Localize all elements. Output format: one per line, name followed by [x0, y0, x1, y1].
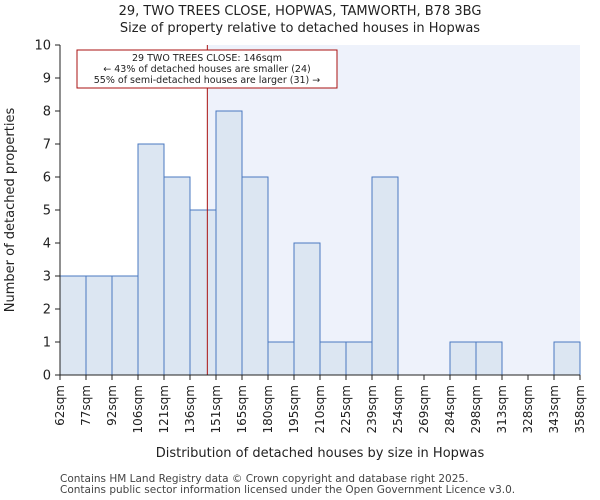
bar-62sqm: [59, 275, 87, 376]
bar-151sqm: [215, 110, 243, 376]
x-tick-label: 313sqm: [495, 385, 509, 433]
y-tick-label: 7: [43, 138, 51, 153]
x-tick-label: 358sqm: [573, 385, 587, 433]
x-tick-label: 239sqm: [365, 385, 379, 433]
x-tick-label: 254sqm: [391, 385, 405, 433]
y-tick-label: 8: [43, 105, 51, 120]
bar-239sqm: [371, 176, 399, 376]
y-tick-label: 4: [43, 237, 51, 252]
x-tick-label: 165sqm: [235, 385, 249, 433]
y-tick-label: 0: [43, 369, 51, 384]
x-tick-label: 151sqm: [209, 385, 223, 433]
bar-92sqm: [111, 275, 139, 376]
footer-copyright: Contains HM Land Registry data © Crown c…: [60, 473, 469, 485]
annotation-line-3: 55% of semi-detached houses are larger (…: [94, 75, 321, 86]
y-tick-label: 5: [43, 204, 51, 219]
bar-180sqm: [267, 341, 295, 376]
bar-343sqm: [553, 341, 581, 376]
bar-195sqm: [293, 242, 321, 376]
annotation-border: [76, 49, 338, 89]
x-tick-label: 284sqm: [443, 385, 457, 433]
bar-106sqm: [137, 143, 165, 376]
x-tick-label: 106sqm: [131, 385, 145, 433]
x-tick-label: 328sqm: [521, 385, 535, 433]
x-tick-label: 225sqm: [339, 385, 353, 433]
bar-77sqm: [85, 275, 113, 376]
bar-225sqm: [345, 341, 373, 376]
x-axis-label: Distribution of detached houses by size …: [156, 446, 485, 461]
annotation-line-1: 29 TWO TREES CLOSE: 146sqm: [132, 53, 282, 64]
chart-subtitle: Size of property relative to detached ho…: [119, 21, 481, 36]
bar-165sqm: [241, 176, 269, 376]
chart-title: 29, TWO TREES CLOSE, HOPWAS, TAMWORTH, B…: [118, 4, 482, 19]
bar-298sqm: [475, 341, 503, 376]
x-tick-label: 298sqm: [469, 385, 483, 433]
bar-210sqm: [319, 341, 347, 376]
x-tick-label: 136sqm: [183, 385, 197, 433]
y-tick-label: 3: [43, 270, 51, 285]
x-tick-label: 180sqm: [261, 385, 275, 433]
y-tick-label: 1: [43, 336, 51, 351]
y-axis-label: Number of detached properties: [3, 108, 18, 313]
bar-121sqm: [163, 176, 191, 376]
x-tick-label: 121sqm: [157, 385, 171, 433]
bar-284sqm: [449, 341, 477, 376]
x-tick-label: 195sqm: [287, 385, 301, 433]
x-tick-label: 343sqm: [547, 385, 561, 433]
annotation-box: 29 TWO TREES CLOSE: 146sqm ← 43% of deta…: [76, 49, 338, 89]
annotation-line-2: ← 43% of detached houses are smaller (24…: [103, 64, 310, 75]
bar-136sqm: [189, 209, 217, 376]
x-tick-label: 77sqm: [79, 385, 93, 426]
footer-licence: Contains public sector information licen…: [60, 484, 516, 496]
y-tick-label: 9: [43, 72, 51, 87]
y-tick-label: 2: [43, 303, 51, 318]
y-tick-label: 10: [34, 39, 51, 54]
x-tick-label: 62sqm: [53, 385, 67, 426]
y-tick-label: 6: [43, 171, 51, 186]
x-tick-label: 92sqm: [105, 385, 119, 426]
x-tick-label: 269sqm: [417, 385, 431, 433]
x-tick-label: 210sqm: [313, 385, 327, 433]
